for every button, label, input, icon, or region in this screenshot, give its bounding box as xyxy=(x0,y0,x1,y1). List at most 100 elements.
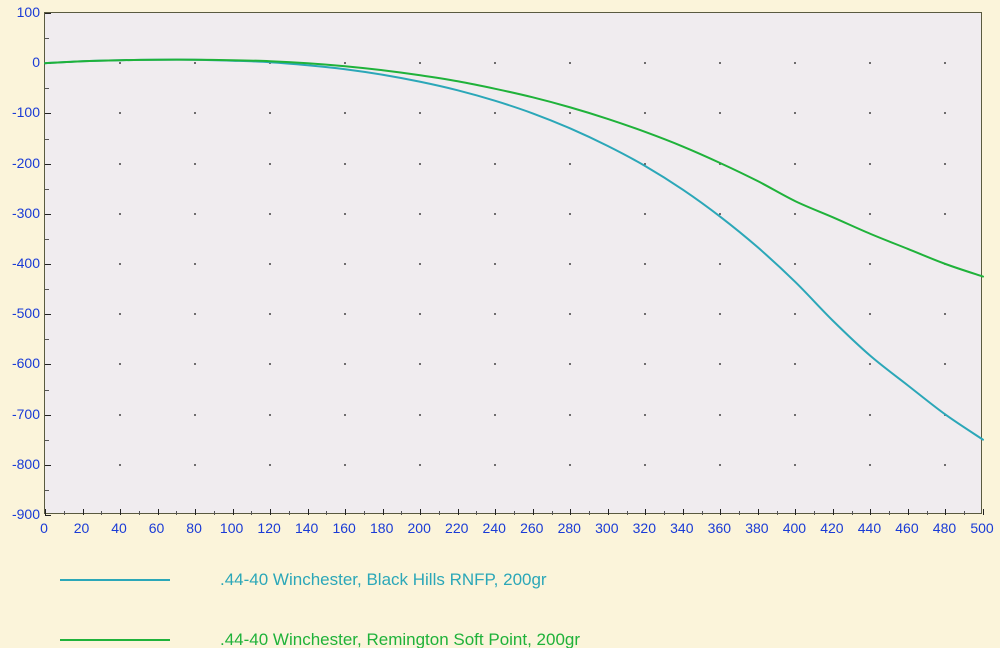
x-minor-tick xyxy=(739,511,740,515)
grid-dot xyxy=(719,62,721,64)
y-tick-mark xyxy=(45,13,51,14)
y-minor-tick xyxy=(45,189,49,190)
y-axis-label: -900 xyxy=(0,506,40,522)
x-minor-tick xyxy=(664,511,665,515)
grid-dot xyxy=(419,263,421,265)
grid-dot xyxy=(194,464,196,466)
x-axis-label: 400 xyxy=(783,520,806,536)
x-minor-tick xyxy=(852,511,853,515)
y-axis-label: -600 xyxy=(0,355,40,371)
grid-dot xyxy=(194,112,196,114)
grid-dot xyxy=(419,464,421,466)
x-axis-label: 320 xyxy=(633,520,656,536)
grid-dot xyxy=(194,414,196,416)
grid-dot xyxy=(794,414,796,416)
grid-dot xyxy=(719,263,721,265)
x-minor-tick xyxy=(64,511,65,515)
y-minor-tick xyxy=(45,390,49,391)
x-minor-tick xyxy=(439,511,440,515)
grid-dot xyxy=(644,363,646,365)
grid-dot xyxy=(344,363,346,365)
y-axis-label: -300 xyxy=(0,205,40,221)
grid-dot xyxy=(494,163,496,165)
grid-dot xyxy=(644,263,646,265)
grid-dot xyxy=(569,112,571,114)
x-axis-label: 420 xyxy=(820,520,843,536)
grid-dot xyxy=(944,464,946,466)
x-minor-tick xyxy=(627,511,628,515)
x-minor-tick xyxy=(176,511,177,515)
grid-dot xyxy=(119,363,121,365)
grid-dot xyxy=(719,112,721,114)
x-axis-label: 80 xyxy=(186,520,202,536)
grid-dot xyxy=(794,163,796,165)
x-axis-label: 260 xyxy=(520,520,543,536)
grid-dot xyxy=(119,313,121,315)
grid-dot xyxy=(119,112,121,114)
x-tick-mark xyxy=(758,509,759,515)
x-axis-label: 180 xyxy=(370,520,393,536)
y-tick-mark xyxy=(45,63,51,64)
grid-dot xyxy=(719,163,721,165)
x-minor-tick xyxy=(289,511,290,515)
x-minor-tick xyxy=(251,511,252,515)
grid-dot xyxy=(494,464,496,466)
grid-dot xyxy=(944,263,946,265)
legend-swatch-blackhills xyxy=(60,579,170,581)
y-axis-label: -100 xyxy=(0,104,40,120)
y-axis-label: -400 xyxy=(0,255,40,271)
series-line-blackhills xyxy=(45,60,983,440)
grid-dot xyxy=(944,363,946,365)
grid-dot xyxy=(644,112,646,114)
chart-legend: .44-40 Winchester, Black Hills RNFP, 200… xyxy=(60,570,580,648)
x-minor-tick xyxy=(777,511,778,515)
x-minor-tick xyxy=(889,511,890,515)
grid-dot xyxy=(944,112,946,114)
grid-dot xyxy=(794,313,796,315)
x-tick-mark xyxy=(270,509,271,515)
grid-dot xyxy=(494,263,496,265)
grid-dot xyxy=(719,414,721,416)
x-tick-mark xyxy=(533,509,534,515)
grid-dot xyxy=(794,112,796,114)
x-minor-tick xyxy=(964,511,965,515)
grid-dot xyxy=(419,363,421,365)
x-tick-mark xyxy=(833,509,834,515)
y-axis-label: -500 xyxy=(0,305,40,321)
x-axis-label: 480 xyxy=(933,520,956,536)
x-axis-label: 500 xyxy=(970,520,993,536)
grid-dot xyxy=(794,263,796,265)
x-tick-mark xyxy=(308,509,309,515)
grid-dot xyxy=(719,464,721,466)
grid-dot xyxy=(494,313,496,315)
grid-dot xyxy=(119,263,121,265)
grid-dot xyxy=(569,62,571,64)
grid-dot xyxy=(344,313,346,315)
grid-dot xyxy=(419,414,421,416)
x-minor-tick xyxy=(589,511,590,515)
grid-dot xyxy=(494,363,496,365)
grid-dot xyxy=(494,112,496,114)
legend-label-remington: .44-40 Winchester, Remington Soft Point,… xyxy=(220,630,580,648)
grid-dot xyxy=(269,213,271,215)
x-tick-mark xyxy=(458,509,459,515)
grid-dot xyxy=(269,112,271,114)
x-axis-label: 0 xyxy=(40,520,48,536)
y-minor-tick xyxy=(45,38,49,39)
legend-label-blackhills: .44-40 Winchester, Black Hills RNFP, 200… xyxy=(220,570,547,590)
x-minor-tick xyxy=(139,511,140,515)
x-axis-label: 240 xyxy=(483,520,506,536)
x-tick-mark xyxy=(720,509,721,515)
grid-dot xyxy=(269,313,271,315)
grid-dot xyxy=(944,414,946,416)
x-tick-mark xyxy=(158,509,159,515)
x-tick-mark xyxy=(83,509,84,515)
grid-dot xyxy=(419,163,421,165)
grid-dot xyxy=(494,213,496,215)
y-tick-mark xyxy=(45,164,51,165)
y-minor-tick xyxy=(45,339,49,340)
grid-dot xyxy=(569,363,571,365)
x-tick-mark xyxy=(195,509,196,515)
grid-dot xyxy=(644,313,646,315)
grid-dot xyxy=(194,213,196,215)
